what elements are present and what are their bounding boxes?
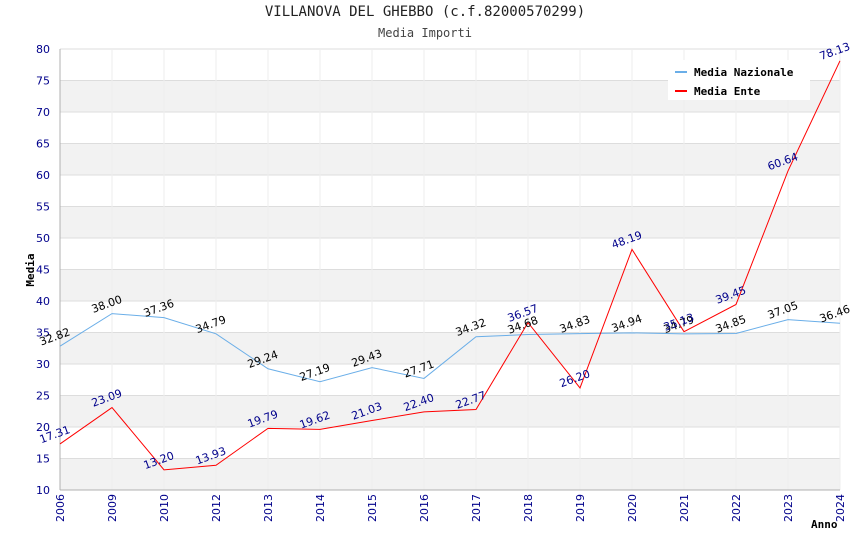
- grid-band: [60, 112, 840, 144]
- y-tick-label: 30: [36, 358, 50, 371]
- y-tick-label: 15: [36, 453, 50, 466]
- grid-band: [60, 301, 840, 333]
- x-tick-label: 2024: [834, 494, 847, 522]
- axes: [59, 49, 840, 491]
- y-tick-label: 60: [36, 169, 50, 182]
- grid-band: [60, 395, 840, 427]
- y-tick-label: 20: [36, 421, 50, 434]
- legend: Media Nazionale Media Ente: [668, 60, 810, 100]
- x-tick-label: 2016: [418, 494, 431, 522]
- series-line-media-ente: [59, 60, 841, 471]
- y-tick-label: 75: [36, 75, 50, 88]
- grid-band: [60, 175, 840, 207]
- y-tick-label: 45: [36, 264, 50, 277]
- y-tick-label: 40: [36, 295, 50, 308]
- x-tick-label: 2014: [314, 494, 327, 522]
- legend-entry-label: Media Nazionale: [694, 66, 794, 79]
- x-tick-label: 2015: [366, 494, 379, 522]
- legend-entry-label: Media Ente: [694, 85, 761, 98]
- grid-band: [60, 269, 840, 301]
- grid-band: [60, 364, 840, 396]
- x-tick-label: 2019: [574, 494, 587, 522]
- x-tick-label: 2023: [782, 494, 795, 522]
- series-lines: [59, 60, 841, 471]
- grid-band: [60, 238, 840, 270]
- background-bands: [60, 49, 840, 490]
- y-tick-label: 80: [36, 43, 50, 56]
- grid-band: [60, 427, 840, 459]
- series-line-media-nazionale: [59, 313, 841, 383]
- x-tick-label: 2020: [626, 494, 639, 522]
- x-axis-ticks: 2006 2009 2010 2012 2013 2014 2015 2016 2017 2018…: [54, 494, 847, 522]
- chart-subtitle: Media Importi: [378, 26, 472, 40]
- y-tick-label: 50: [36, 232, 50, 245]
- y-tick-label: 65: [36, 138, 50, 151]
- x-tick-label: 2017: [470, 494, 483, 522]
- x-axis-label: Anno: [811, 518, 838, 531]
- x-tick-label: 2021: [678, 494, 691, 522]
- y-tick-label: 55: [36, 201, 50, 214]
- y-axis-ticks: 10 15 20 25 30 35 40 45 50 55 60 65 70 75 80: [36, 43, 50, 497]
- y-tick-label: 25: [36, 390, 50, 403]
- y-tick-label: 35: [36, 327, 50, 340]
- x-tick-label: 2018: [522, 494, 535, 522]
- y-tick-label: 10: [36, 484, 50, 497]
- y-axis-label: Media: [24, 253, 37, 286]
- x-tick-label: 2010: [158, 494, 171, 522]
- grid-band: [60, 206, 840, 238]
- x-tick-label: 2006: [54, 494, 67, 522]
- y-tick-label: 70: [36, 106, 50, 119]
- x-tick-label: 2012: [210, 494, 223, 522]
- grid-band: [60, 458, 840, 490]
- chart-title: VILLANOVA DEL GHEBBO (c.f.82000570299): [264, 4, 586, 20]
- x-tick-label: 2013: [262, 494, 275, 522]
- x-tick-label: 2009: [106, 494, 119, 522]
- grid-band: [60, 332, 840, 364]
- x-tick-label: 2022: [730, 494, 743, 522]
- grid-band: [60, 143, 840, 175]
